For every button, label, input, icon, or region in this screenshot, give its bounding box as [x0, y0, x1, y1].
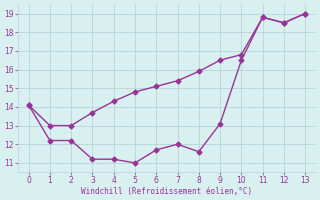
X-axis label: Windchill (Refroidissement éolien,°C): Windchill (Refroidissement éolien,°C)	[81, 187, 252, 196]
